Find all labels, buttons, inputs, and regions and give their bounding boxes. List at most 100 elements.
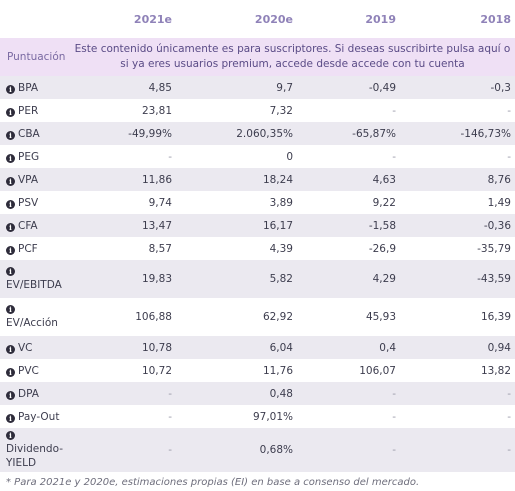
row-label: i VC	[0, 336, 70, 359]
info-icon[interactable]: i	[6, 222, 15, 232]
row-label: i CFA	[0, 214, 70, 237]
info-icon[interactable]: i	[6, 430, 15, 440]
header-row: 2021e 2020e 2019 2018	[0, 0, 515, 38]
value-cell: 13,82	[480, 364, 511, 377]
info-icon[interactable]: i	[6, 107, 15, 117]
value-cell: 4,29	[297, 260, 400, 298]
value-cell: 11,76	[262, 364, 293, 377]
value-cell: 4,39	[269, 242, 293, 255]
table-row: i Dividendo-YIELD -0,68% - -	[0, 428, 515, 472]
row-label: i Dividendo-YIELD	[0, 428, 70, 472]
value-cell: 16,39	[480, 311, 511, 323]
value-cell: -43,59	[400, 260, 515, 298]
puntuacion-label: Puntuación	[0, 38, 70, 76]
row-label: i PEG	[0, 145, 70, 168]
row-label: i BPA	[0, 76, 70, 99]
row-label: i DPA	[0, 382, 70, 405]
row-label: i PVC	[0, 359, 70, 382]
info-icon[interactable]: i	[6, 84, 15, 94]
value-cell: -	[168, 410, 172, 423]
row-label: i PSV	[0, 191, 70, 214]
value-cell: 9,74	[148, 196, 172, 209]
value-cell: -	[507, 150, 511, 163]
info-icon[interactable]: i	[6, 367, 15, 377]
value-cell: 8,57	[148, 242, 172, 255]
value-cell: 0,94	[400, 336, 515, 359]
value-cell: 11,86	[70, 168, 176, 191]
info-icon[interactable]: i	[6, 304, 15, 314]
info-icon[interactable]: i	[6, 153, 15, 163]
value-cell: 45,93	[365, 311, 396, 323]
ratios-table: 2021e 2020e 2019 2018 Puntuación Este co…	[0, 0, 515, 472]
info-icon[interactable]: i	[6, 199, 15, 209]
row-label-text: EV/Acción	[6, 316, 58, 329]
subscriber-notice-row: Puntuación Este contenido únicamente es …	[0, 38, 515, 76]
value-cell: -	[507, 104, 511, 117]
value-cell: -	[392, 104, 396, 117]
table-row: i BPA 4,85 9,7 -0,49 -0,3	[0, 76, 515, 99]
value-cell: 0,68%	[176, 428, 297, 472]
value-cell: 23,81	[141, 104, 172, 117]
row-label-text: PEG	[18, 150, 40, 163]
info-icon[interactable]: i	[6, 266, 15, 276]
table-row: i PSV 9,74 3,89 9,22 1,49	[0, 191, 515, 214]
value-cell: -1,58	[297, 214, 400, 237]
value-cell: 10,78	[70, 336, 176, 359]
row-label-text: EV/EBITDA	[6, 278, 62, 291]
column-header-2021e: 2021e	[133, 12, 172, 26]
value-cell: 4,63	[297, 168, 400, 191]
value-cell: 4,85	[70, 76, 176, 99]
value-cell: -146,73%	[400, 122, 515, 145]
value-cell: 0,4	[297, 336, 400, 359]
row-label-text: PCF	[18, 242, 38, 255]
value-cell: 0	[286, 150, 293, 163]
row-label-text: DPA	[18, 387, 39, 400]
info-icon[interactable]: i	[6, 413, 15, 423]
subscribe-notice-link[interactable]: Este contenido únicamente es para suscri…	[70, 38, 515, 76]
row-label-text: VPA	[18, 173, 39, 186]
value-cell: 7,32	[269, 104, 293, 117]
value-cell: 16,17	[176, 214, 297, 237]
table-row: i VPA 11,86 18,24 4,63 8,76	[0, 168, 515, 191]
value-cell: -65,87%	[297, 122, 400, 145]
row-label: i Pay-Out	[0, 405, 70, 428]
value-cell: 18,24	[176, 168, 297, 191]
value-cell: -	[400, 428, 515, 472]
info-icon[interactable]: i	[6, 130, 15, 140]
row-label: i EV/Acción	[0, 298, 70, 336]
value-cell: -	[400, 382, 515, 405]
value-cell: 13,47	[70, 214, 176, 237]
header-corner	[0, 0, 70, 38]
value-cell: -	[70, 428, 176, 472]
row-label-text: BPA	[18, 81, 39, 94]
row-label: i VPA	[0, 168, 70, 191]
info-icon[interactable]: i	[6, 344, 15, 354]
table-row: i PEG - 0 - -	[0, 145, 515, 168]
row-label: i PCF	[0, 237, 70, 260]
table-row: i PCF 8,57 4,39 -26,9 -35,79	[0, 237, 515, 260]
value-cell: -35,79	[477, 242, 511, 255]
value-cell: -	[507, 410, 511, 423]
row-label-text: CFA	[18, 219, 38, 232]
row-label-text: CBA	[18, 127, 40, 140]
value-cell: -0,3	[400, 76, 515, 99]
value-cell: 62,92	[262, 311, 293, 323]
info-icon[interactable]: i	[6, 390, 15, 400]
row-label: i CBA	[0, 122, 70, 145]
table-row: i VC 10,78 6,04 0,4 0,94	[0, 336, 515, 359]
info-icon[interactable]: i	[6, 245, 15, 255]
value-cell: 3,89	[269, 196, 293, 209]
value-cell: -49,99%	[70, 122, 176, 145]
value-cell: -	[297, 428, 400, 472]
info-icon[interactable]: i	[6, 176, 15, 186]
row-label-text: PER	[18, 104, 39, 117]
row-label: i PER	[0, 99, 70, 122]
value-cell: 97,01%	[252, 410, 293, 423]
table-row: i EV/Acción 106,88 62,92 45,93 16,39	[0, 298, 515, 336]
value-cell: -	[392, 150, 396, 163]
value-cell: -	[70, 382, 176, 405]
value-cell: 5,82	[176, 260, 297, 298]
column-header-2020e: 2020e	[254, 12, 293, 26]
value-cell: 9,7	[176, 76, 297, 99]
